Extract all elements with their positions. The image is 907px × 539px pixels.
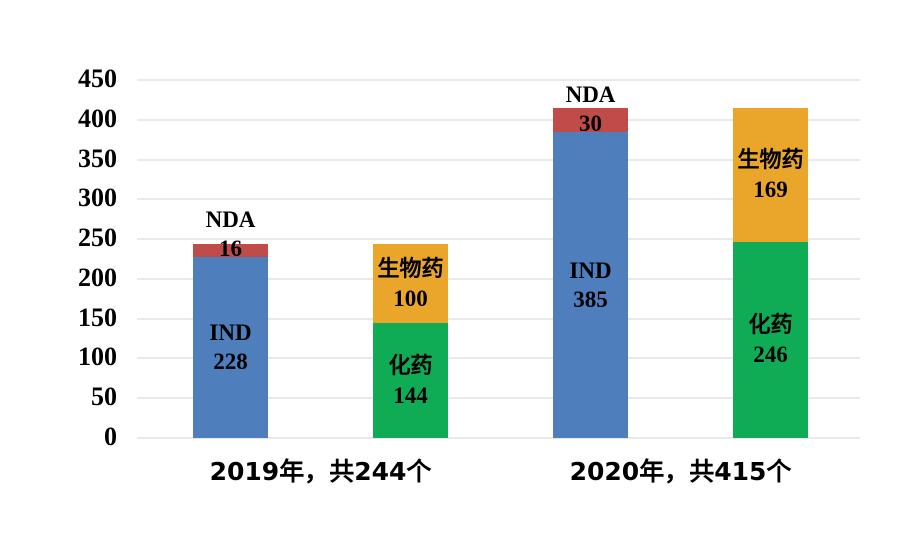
gridline	[137, 118, 860, 121]
gridline	[137, 317, 860, 320]
y-axis-tick-label: 300	[78, 183, 117, 213]
y-axis-tick-label: 350	[78, 143, 117, 173]
bar-segment	[733, 242, 808, 438]
segment-label-value: NDA	[205, 206, 256, 232]
bar-segment	[733, 107, 808, 243]
segment-label-text: 化药	[748, 313, 793, 339]
gridline	[137, 79, 860, 81]
bar-segment	[553, 107, 628, 132]
segment-label-value: 228	[213, 349, 248, 375]
segment-label-value: IND	[209, 320, 252, 346]
segment-label-value: 144	[393, 382, 428, 408]
bar-segment	[373, 323, 448, 438]
segment-label: 化药 144	[373, 323, 448, 438]
bar-segment	[193, 243, 268, 257]
y-axis-tick-label: 100	[78, 342, 117, 372]
segment-label-value: 16	[219, 235, 242, 261]
y-axis-tick-label: 450	[78, 64, 117, 93]
segment-label: IND 385	[553, 132, 628, 438]
y-axis-tick-label: 400	[78, 103, 117, 133]
segment-label-value: 169	[753, 177, 788, 203]
bar-segment	[193, 256, 268, 438]
segment-label-value: 385	[573, 286, 608, 312]
segment-label-value: 100	[393, 285, 428, 311]
gridline	[137, 158, 860, 161]
gridline	[137, 277, 860, 280]
x-axis-group-label: 2019年，共244个	[209, 457, 432, 486]
x-axis-group-label: 2020年，共415个	[569, 457, 792, 486]
segment-label: IND 228	[193, 257, 268, 438]
segment-label-text: 化药	[388, 353, 433, 379]
segment-label-value: NDA	[565, 81, 616, 107]
y-axis-tick-label: 0	[104, 422, 117, 451]
y-axis-tick-label: 250	[78, 223, 117, 253]
gridline	[137, 357, 860, 360]
segment-label-text: 生物药	[737, 148, 804, 174]
segment-label-value: 246	[753, 342, 788, 368]
gridline	[137, 397, 860, 400]
y-axis-tick-label: 50	[91, 382, 117, 412]
segment-label: 化药 246	[733, 242, 808, 438]
segment-label: 生物药 169	[733, 108, 808, 242]
segment-outside-label: NDA 30	[553, 82, 628, 138]
segment-label: 生物药 100	[373, 244, 448, 324]
segment-outside-label: NDA 16	[193, 207, 268, 263]
bar-segment	[373, 243, 448, 324]
y-axis-tick-label: 200	[78, 262, 117, 292]
y-axis-tick-label: 150	[78, 302, 117, 332]
gridline	[137, 198, 860, 201]
gridline	[137, 437, 860, 439]
gridline	[137, 238, 860, 241]
segment-label-value: IND	[569, 257, 612, 283]
segment-label-text: 生物药	[377, 256, 444, 282]
bar-segment	[553, 131, 628, 438]
segment-label-value: 30	[579, 110, 602, 136]
